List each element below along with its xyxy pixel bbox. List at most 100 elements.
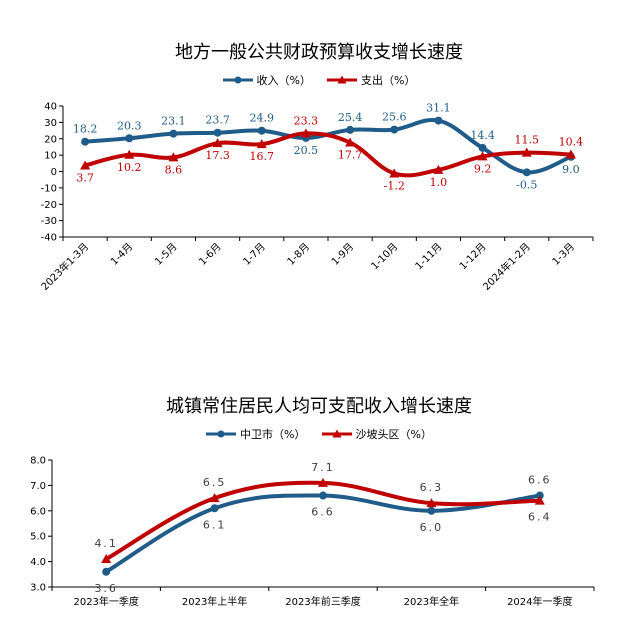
chart2-x-tick-label: 2024年一季度 [507,595,572,608]
chart2-point-zhongwei [102,567,111,576]
chart2-data-label-zhongwei: 6.0 [420,521,444,534]
chart1-y-tick-label: 30 [44,118,57,129]
chart1-y-tick-label: -20 [41,200,57,211]
chart1-data-label-expense: 17.7 [338,149,363,162]
chart1-data-label-expense: 11.5 [515,134,540,147]
chart1-x-tick-label: 1-10月 [369,241,401,273]
chart1-point-income [522,168,531,177]
chart2-point-shapotou [534,495,545,505]
chart2-y-tick-label: 4.0 [30,557,46,568]
chart1-data-label-income: 23.7 [205,114,230,127]
chart1-x-tick-label: 1-4月 [108,241,135,268]
chart1-point-income [434,116,443,125]
chart1-data-label-income: 25.4 [338,111,363,124]
chart1-point-income [478,143,487,152]
chart1-x-tick-label: 1-3月 [550,241,577,268]
chart1-point-expense [565,149,576,159]
chart2-point-zhongwei [210,504,219,513]
chart2-title: 城镇常住居民人均可支配收入增长速度 [166,396,472,417]
chart1-data-label-income: 25.6 [382,111,407,124]
chart2-plot: 8.0 7.0 6.0 5.0 4.0 3.0 2023年一季度 2023年上半年 2023年前… [30,456,595,608]
chart2-point-shapotou [318,477,328,487]
legend-label-expense: 支出（%） [361,74,416,87]
chart1-y-tick-label: -10 [41,183,57,194]
chart2-data-label-shapotou: 4.1 [94,537,118,550]
chart2-x-tick-label: 2023年上半年 [182,595,247,608]
chart2-x-tick-label: 2023年一季度 [73,595,138,608]
chart2-data-label-zhongwei: 6.1 [203,518,227,531]
chart1-data-label-expense: 10.2 [117,161,142,174]
chart1-point-expense [168,152,179,162]
chart2-y-tick-label: 5.0 [30,532,46,543]
chart1-title: 地方一般公共财政预算收支增长速度 [175,42,463,63]
chart1-y-tick-label: 10 [44,151,57,162]
legend-item-zhongwei: 中卫市（%） [206,426,306,442]
chart1-point-expense [345,137,356,147]
chart2-y-tick-label: 8.0 [30,456,46,467]
chart1-y-tick-label: 0 [51,167,57,178]
chart2-point-zhongwei [535,491,544,500]
chart2-point-zhongwei [319,491,327,500]
chart1-x-tick-label: 2024年1-2月 [480,240,533,293]
chart1-point-income [257,126,266,135]
chart1-point-income [81,137,90,146]
chart1-data-label-income: 31.1 [426,102,451,115]
chart1-x-tick-label: 1-5月 [152,241,179,268]
chart1-data-label-income: 20.5 [294,144,319,157]
chart1-y-tick-label: -40 [41,233,57,244]
chart1-series-line-expense [84,131,571,178]
chart2-point-shapotou [209,493,220,503]
chart2-point-shapotou [426,498,437,508]
chart1-point-expense [212,138,223,148]
chart1-data-label-expense: 9.2 [474,162,492,175]
legend-item-income: 收入（%） [222,72,311,88]
chart1-y-tick-label: -30 [41,216,57,227]
chart1-point-income [346,125,355,134]
chart1-data-label-expense: 1.0 [430,176,448,189]
chart1-point-income [390,125,399,134]
chart1-data-label-expense: 8.6 [165,163,183,176]
chart1-point-expense [433,164,444,174]
chart2-point-shapotou [101,554,112,564]
chart1-point-expense [124,149,135,159]
chart1-data-label-income: 9.0 [562,163,580,176]
chart1-y-tick-label: 40 [44,102,57,113]
chart1-x-tick-label: 2023年1-3月 [38,240,91,293]
chart1-point-income [169,129,178,138]
chart1-x-tick-label: 1-9月 [329,241,356,268]
chart1-legend: 收入（%） 支出（%） [0,72,638,88]
chart2-data-label-shapotou: 7.1 [311,461,335,474]
chart1-x-tick-label: 1-6月 [197,241,224,268]
chart2-point-zhongwei [427,506,436,515]
chart2-data-label-zhongwei: 3.6 [94,582,118,595]
chart2-data-label-shapotou: 6.5 [203,476,227,489]
chart1-point-expense [300,128,311,138]
chart1-data-label-income: 18.2 [73,123,98,136]
chart1-point-expense [521,147,532,157]
chart2-data-label-zhongwei: 6.6 [311,506,335,519]
chart2-y-tick-label: 3.0 [30,583,46,594]
legend-item-expense: 支出（%） [327,72,415,88]
chart1-data-label-income: 20.3 [117,119,142,132]
chart1-point-income [213,128,222,137]
legend-swatch-income [222,76,253,84]
legend-label-zhongwei: 中卫市（%） [240,428,306,441]
chart2-legend: 中卫市（%） 沙坡头区（%） [0,426,638,442]
chart1-data-label-expense: 10.4 [559,135,584,148]
chart1-data-label-income: 24.9 [250,112,275,125]
chart2-data-label-shapotou: 6.4 [528,511,552,524]
chart1-data-label-expense: -1.2 [384,179,405,192]
chart1-data-label-expense: 17.3 [205,149,230,162]
legend-label-income: 收入（%） [256,74,311,87]
legend-swatch-expense [327,75,357,84]
chart2-data-label-shapotou: 6.3 [420,481,444,494]
chart2-y-tick-label: 7.0 [30,481,46,492]
chart1-point-expense [80,160,91,170]
chart1-series-line-income [84,117,572,175]
chart1-data-label-expense: 16.7 [250,150,275,163]
chart1-data-label-income: 14.4 [470,129,495,142]
chart1-data-label-expense: 23.3 [294,114,319,127]
chart1-data-label-expense: 3.7 [76,171,94,184]
